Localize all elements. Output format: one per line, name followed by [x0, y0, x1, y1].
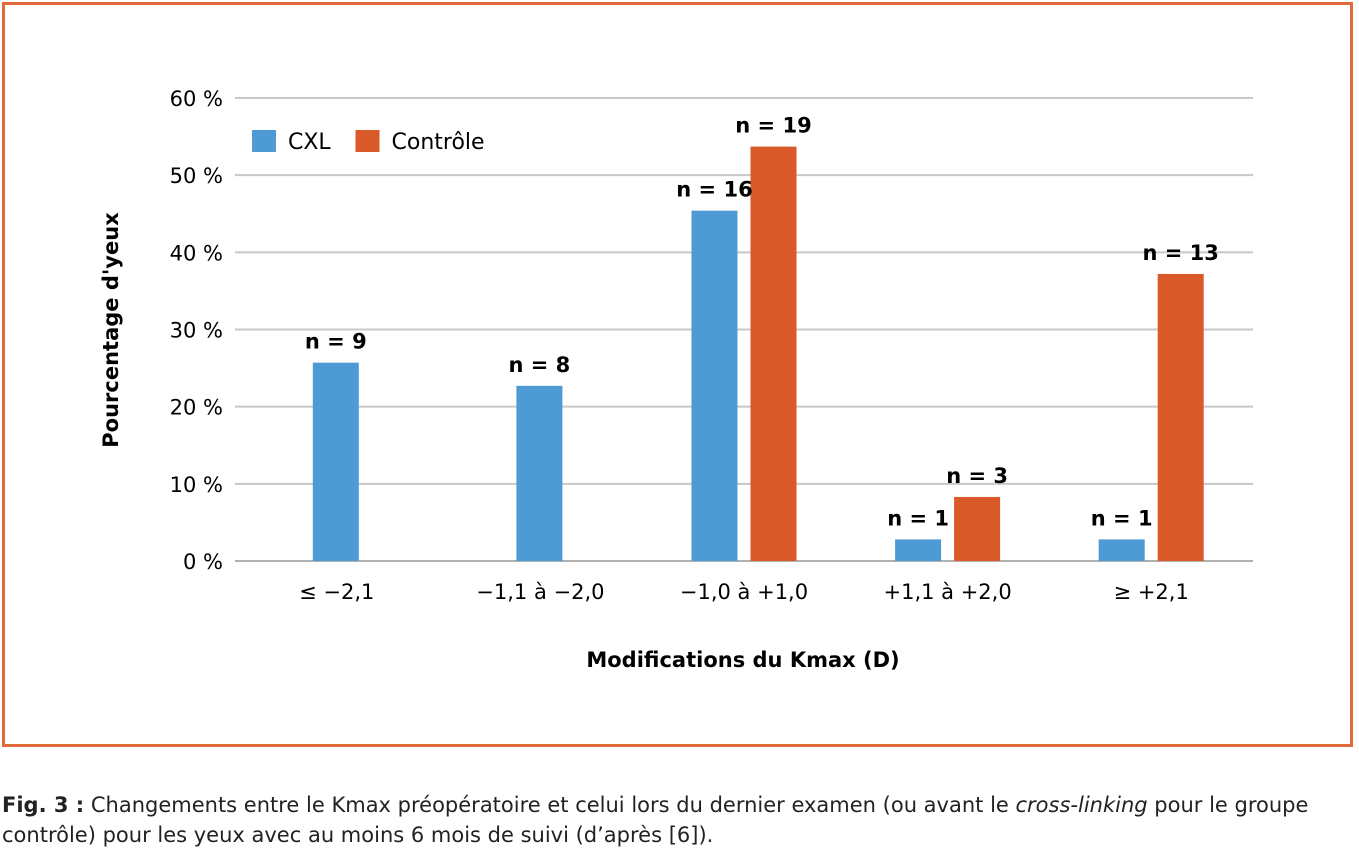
bar-cxl [1098, 539, 1145, 561]
bar-cxl [516, 385, 563, 561]
data-label: n = 3 [946, 464, 1008, 488]
y-axis-ticks: 0 % 10 % 20 % 30 % 40 % 50 % 60 % [170, 87, 223, 574]
y-axis-title: Pourcentage d'yeux [99, 212, 123, 448]
bar-contr-le [1157, 273, 1204, 561]
data-label: n = 19 [735, 114, 811, 138]
legend-label: CXL [288, 130, 331, 155]
y-tick-label: 30 % [170, 319, 223, 343]
x-tick-label: ≥ +2,1 [1114, 580, 1189, 604]
data-label: n = 13 [1142, 241, 1218, 265]
legend-swatch [355, 130, 380, 152]
bar-cxl [691, 210, 738, 561]
data-label: n = 1 [1091, 506, 1153, 530]
bar-contr-le [750, 146, 797, 562]
x-axis-title: Modifications du Kmax (D) [586, 648, 899, 672]
y-tick-label: 40 % [170, 241, 223, 265]
caption-label: Fig. 3 : [2, 793, 85, 817]
data-label: n = 9 [305, 330, 367, 354]
gridlines [235, 97, 1253, 562]
x-axis-ticks: ≤ −2,1 −1,1 à −2,0 −1,0 à +1,0 +1,1 à +2,0 ≥… [299, 580, 1189, 604]
legend-swatch [252, 130, 276, 152]
data-label: n = 16 [676, 178, 752, 202]
caption-text-before: Changements entre le Kmax préopératoire … [84, 793, 1016, 817]
caption-text-after: pour le groupe contrôle) pour les yeux a… [2, 793, 1309, 847]
y-tick-label: 50 % [170, 164, 223, 188]
legend-label: Contrôle [392, 130, 485, 155]
y-tick-label: 60 % [170, 87, 223, 111]
x-tick-label: −1,0 à +1,0 [680, 580, 808, 604]
x-tick-label: −1,1 à −2,0 [476, 580, 604, 604]
chart-frame [2, 2, 1353, 747]
x-tick-label: ≤ −2,1 [299, 580, 374, 604]
bars [312, 146, 1204, 562]
bar-contr-le [954, 496, 1001, 561]
figure-caption: Fig. 3 : Changements entre le Kmax préop… [2, 790, 1357, 850]
y-tick-label: 0 % [183, 550, 223, 574]
data-label: n = 1 [887, 506, 949, 530]
bar-chart: 0 %10 %20 %30 %40 %50 %60 % n = 9n = 8n … [99, 87, 1253, 672]
caption-italic: cross-linking [1015, 793, 1148, 817]
legend: CXL Contrôle [252, 130, 485, 155]
y-tick-label: 20 % [170, 396, 223, 420]
x-tick-label: +1,1 à +2,0 [883, 580, 1011, 604]
bar-cxl [895, 539, 942, 561]
y-tick-label: 10 % [170, 473, 223, 497]
bar-cxl [312, 362, 359, 561]
data-label: n = 8 [509, 353, 571, 377]
data-labels: n = 9 n = 8 n = 16 n = 19 n = 1 n = 3 n = 1 n =… [305, 114, 1219, 531]
